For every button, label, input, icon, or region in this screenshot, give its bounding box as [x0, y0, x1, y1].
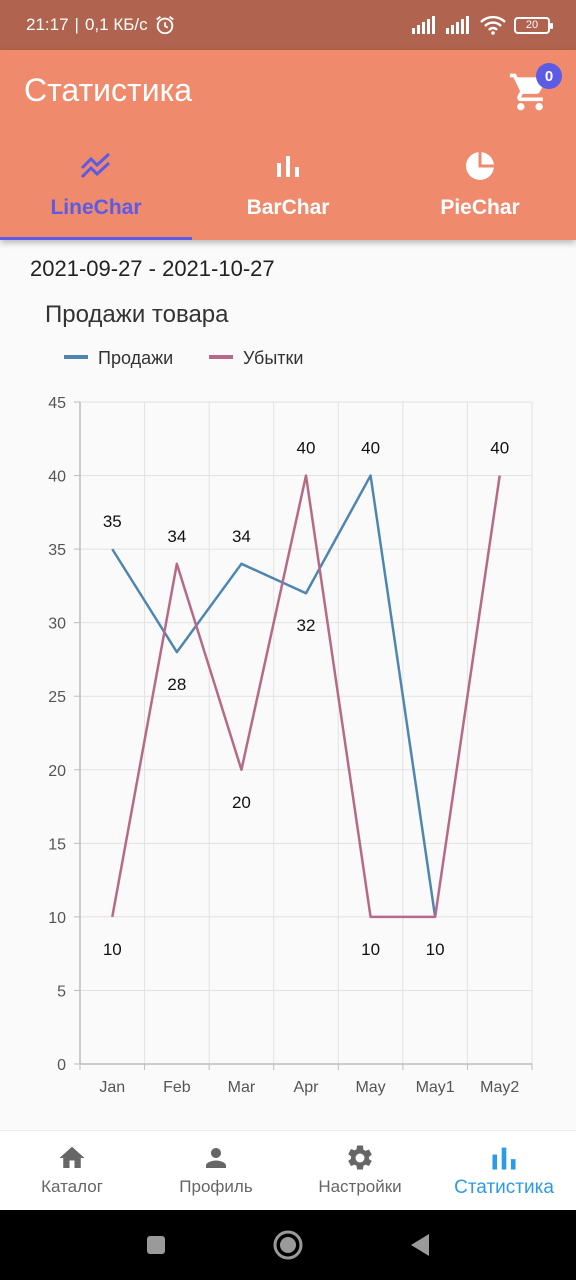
status-left: 21:17 | 0,1 КБ/с	[26, 14, 176, 36]
data-label: 10	[426, 940, 445, 959]
tab-indicator	[0, 237, 192, 240]
y-tick-label: 30	[48, 616, 66, 633]
tab-linechart[interactable]: LineChar	[0, 140, 192, 240]
app-bar: Статистика 0 LineChar BarChar PieChar	[0, 50, 576, 240]
chart-title: Продажи товара	[45, 301, 229, 328]
bar-chart-icon	[492, 1147, 516, 1170]
y-tick-label: 5	[57, 983, 66, 1000]
y-tick-label: 40	[48, 469, 66, 486]
legend-entry: Убытки	[243, 348, 303, 368]
data-label: 34	[167, 527, 186, 546]
x-tick-label: May1	[416, 1079, 455, 1096]
line-chart-icon	[80, 150, 112, 182]
system-nav-bar	[0, 1210, 576, 1280]
chart-tabs: LineChar BarChar PieChar	[0, 140, 576, 240]
nav-item-catalog[interactable]: Каталог	[0, 1131, 144, 1210]
x-tick-label: Mar	[228, 1079, 256, 1096]
data-label: 32	[297, 616, 316, 635]
data-label: 40	[361, 439, 380, 458]
x-tick-label: May	[355, 1079, 385, 1096]
data-label: 40	[297, 439, 316, 458]
x-tick-label: May2	[480, 1079, 519, 1096]
y-tick-label: 25	[48, 689, 66, 706]
y-tick-label: 0	[57, 1057, 66, 1074]
signal-icon	[446, 16, 469, 34]
y-tick-label: 35	[48, 542, 66, 559]
tab-label: PieChar	[440, 196, 520, 219]
alarm-icon	[155, 16, 174, 35]
data-label: 40	[490, 439, 509, 458]
status-speed: 0,1 КБ/с	[84, 15, 148, 34]
back-icon[interactable]	[408, 1232, 432, 1258]
gear-icon	[348, 1145, 372, 1170]
nav-label: Статистика	[454, 1177, 554, 1198]
y-tick-label: 10	[48, 910, 66, 927]
nav-label: Каталог	[41, 1177, 103, 1196]
line-chart: Продажи товара Продажи Убытки 0 5 10 15 20 25 30 3…	[45, 301, 533, 1096]
status-right: 20	[412, 15, 553, 35]
wifi-icon	[480, 15, 506, 35]
tab-barchart[interactable]: BarChar	[192, 140, 384, 240]
nav-item-statistics[interactable]: Статистика	[432, 1131, 576, 1210]
y-tick-label: 15	[48, 836, 66, 853]
data-label: 34	[232, 527, 251, 546]
status-time: 21:17	[26, 15, 69, 34]
data-label: 28	[167, 675, 186, 694]
data-label: 35	[103, 512, 122, 531]
y-tick-label: 45	[48, 395, 66, 412]
nav-label: Настройки	[318, 1177, 402, 1196]
pie-chart-icon	[464, 150, 496, 182]
bottom-nav: Каталог Профиль Настройки Статистика	[0, 1130, 576, 1210]
data-label: 10	[103, 940, 122, 959]
x-tick-label: Feb	[163, 1079, 191, 1096]
battery-level: 20	[525, 19, 539, 31]
series-line	[111, 474, 437, 918]
status-bar: 21:17 | 0,1 КБ/с 20	[0, 0, 576, 50]
nav-item-profile[interactable]: Профиль	[144, 1131, 288, 1210]
signal-icon	[412, 16, 435, 34]
bar-chart-icon	[275, 150, 301, 182]
square-icon[interactable]	[144, 1233, 168, 1257]
home-icon	[59, 1146, 85, 1168]
circle-icon[interactable]	[272, 1229, 304, 1261]
cart-button[interactable]: 0	[508, 63, 562, 114]
tab-label: LineChar	[50, 196, 142, 219]
y-tick-label: 20	[48, 763, 66, 780]
data-label: 10	[361, 940, 380, 959]
legend-entry: Продажи	[98, 348, 173, 368]
page-title: Статистика	[24, 72, 193, 108]
data-label: 20	[232, 793, 251, 812]
chart-container: Продажи товара Продажи Убытки 0 5 10 15 20 25 30 3…	[0, 290, 576, 1110]
tab-piechart[interactable]: PieChar	[384, 140, 576, 240]
series-line	[111, 474, 501, 919]
nav-label: Профиль	[179, 1177, 253, 1196]
battery-icon: 20	[514, 16, 553, 34]
date-range: 2021-09-27 - 2021-10-27	[30, 256, 275, 281]
x-tick-label: Apr	[294, 1079, 320, 1096]
cart-badge: 0	[536, 63, 562, 89]
tab-label: BarChar	[246, 196, 330, 219]
x-tick-label: Jan	[99, 1079, 125, 1096]
nav-item-settings[interactable]: Настройки	[288, 1131, 432, 1210]
person-icon	[206, 1148, 226, 1168]
status-divider: |	[74, 15, 79, 34]
